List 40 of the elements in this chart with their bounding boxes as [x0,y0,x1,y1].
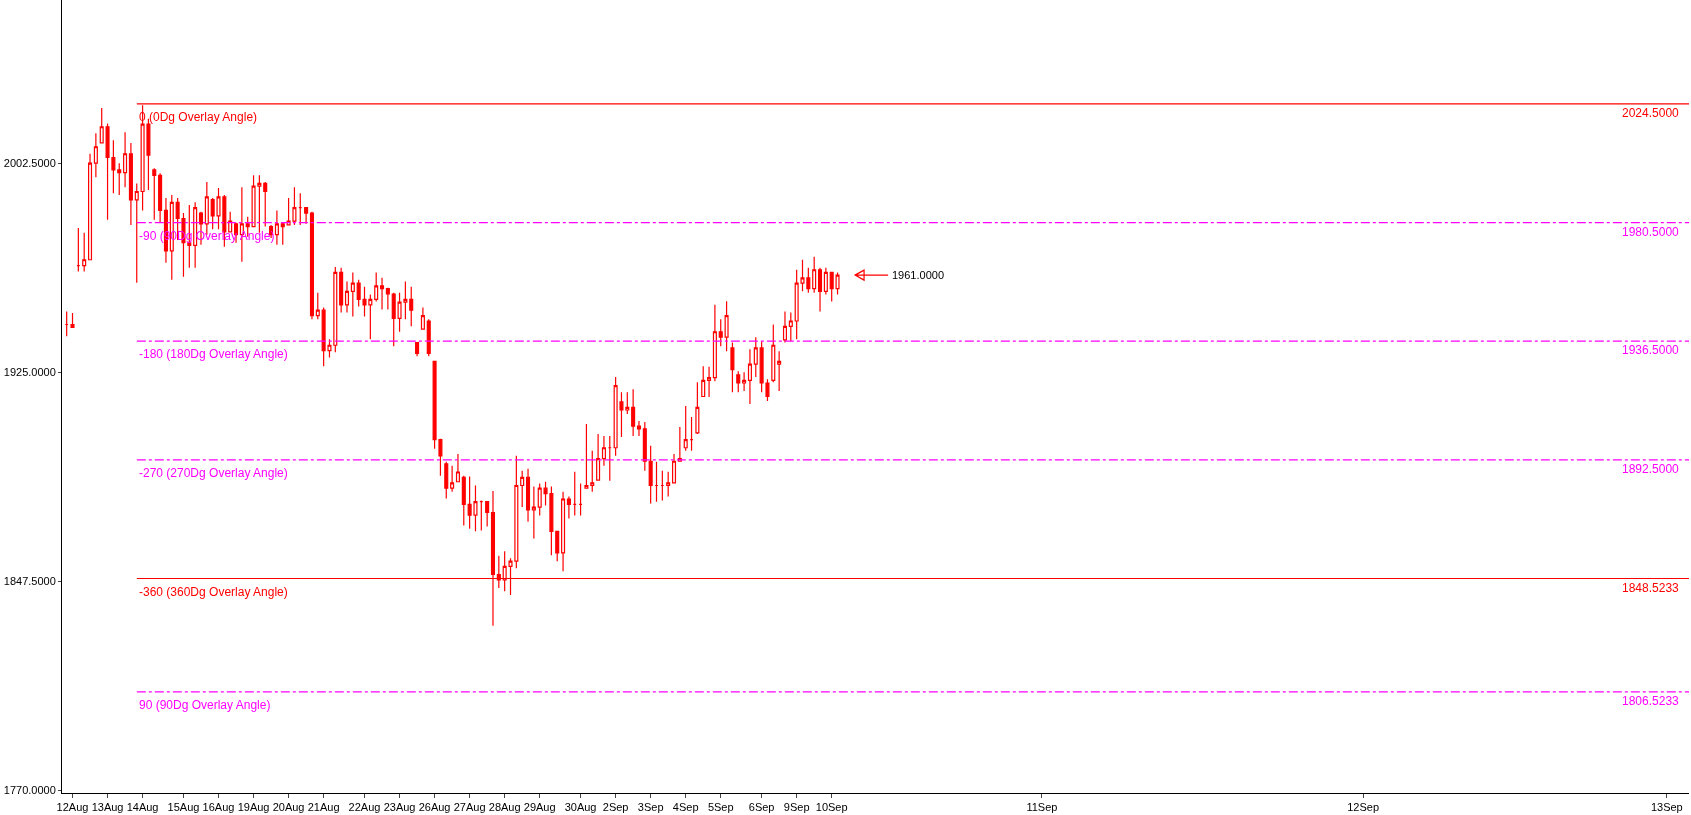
annotation: 1892.5000 [1622,462,1680,476]
x-tick-label: 4Sep [672,801,699,814]
annotation: 1848.5233 [1622,581,1680,595]
annotation: 2024.5000 [1622,106,1680,120]
x-tick-label: 23Aug [383,801,416,814]
ref-line-label: -270 (270Dg Overlay Angle) [139,466,288,480]
x-tick-label: 11Sep [1026,801,1058,814]
ref-line-label: 90 (90Dg Overlay Angle) [139,698,271,712]
annotation: 1936.5000 [1622,343,1680,357]
annotation: 1980.5000 [1622,225,1680,239]
x-tick-label: 27Aug [453,801,486,814]
x-tick-label: 28Aug [488,801,521,814]
y-tick-label: 1925.0000 [3,366,56,379]
x-tick-label: 29Aug [523,801,556,814]
annotation: 1806.5233 [1622,694,1680,708]
x-tick-label: 16Aug [202,801,235,814]
x-tick-label: 3Sep [637,801,664,814]
x-tick-label: 22Aug [348,801,381,814]
x-tick-label: 6Sep [748,801,775,814]
x-tick-label: 21Aug [307,801,340,814]
y-tick-label: 2002.5000 [3,157,56,170]
x-tick-label: 2Sep [602,801,629,814]
x-tick-label: 20Aug [272,801,305,814]
ref-line-label: -360 (360Dg Overlay Angle) [139,585,288,599]
x-tick-label: 12Sep [1347,801,1380,814]
x-tick-label: 9Sep [783,801,810,814]
x-tick-label: 13Aug [91,801,124,814]
y-tick-label: 1847.5000 [3,575,56,588]
y-tick-label: 1770.0000 [3,784,56,797]
ref-line-label: -180 (180Dg Overlay Angle) [139,347,288,361]
x-tick-label: 26Aug [418,801,451,814]
x-tick-label: 15Aug [167,801,200,814]
x-tick-label: 13Sep [1650,801,1683,814]
x-tick-label: 10Sep [815,801,848,814]
annotation: 1961.0000 [892,269,944,281]
x-tick-label: 12Aug [56,801,89,814]
x-tick-label: 5Sep [707,801,734,814]
x-tick-label: 14Aug [126,801,159,814]
x-tick-label: 30Aug [564,801,597,814]
x-tick-label: 19Aug [237,801,270,814]
